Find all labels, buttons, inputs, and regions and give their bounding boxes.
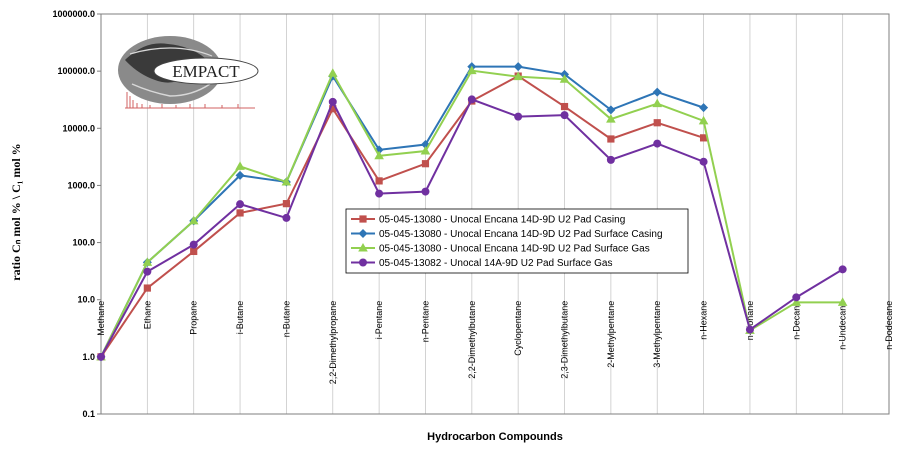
marker-triangle [467,65,477,75]
series-3 [96,65,848,361]
marker-circle [838,265,847,274]
logo-text: EMPACT [172,62,240,81]
marker-triangle [420,146,431,155]
x-tick-label: n-Nonane [745,301,755,341]
marker-circle [97,352,105,361]
plot-area [100,13,890,415]
marker-diamond [358,229,368,238]
x-tick-label: Cyclopentane [513,301,523,356]
x-tick-label: n-Butane [281,301,291,338]
x-tick-label: n-Decane [791,301,801,340]
x-tick-label: Methane [96,301,106,336]
marker-square [560,102,569,111]
marker-triangle [606,114,616,123]
marker-square [359,215,367,223]
x-axis-title: Hydrocarbon Compounds [427,431,563,443]
marker-triangle [235,161,245,170]
y-axis: 0.1 1.0 10.0 100.0 1000.0 10000.0 100000.0 1000… [52,9,101,419]
legend-box [345,208,689,274]
x-axis: Methane Ethane Propane i-Butane n-Butane 2,2-… [96,301,894,385]
marker-square [236,209,244,217]
marker-circle [282,213,291,222]
marker-triangle [791,297,802,306]
marker-circle [143,267,152,276]
series-layer [96,62,848,362]
marker-circle [606,155,615,164]
x-tick-label: n-Undecane [838,301,848,350]
marker-square [329,105,337,113]
marker-circle [745,325,754,334]
x-tick-label: n-Dodecane [884,301,894,350]
marker-triangle [698,115,709,125]
marker-square [375,177,383,185]
marker-triangle [142,257,153,266]
x-tick-label: n-Pentane [420,301,430,343]
marker-circle [189,240,198,249]
legend: 05-045-13080 - Unocal Encana 14D-9D U2 P… [345,208,689,274]
y-tick-label: 0.1 [82,409,95,419]
x-tick-label: n-Hexane [699,301,709,340]
empact-logo: EMPACT [118,36,259,109]
y-tick-label: 100.0 [72,238,95,248]
y-tick-label: 1000.0 [67,180,95,190]
marker-square [190,247,198,256]
marker-circle [328,97,337,106]
legend-label: 05-045-13080 - Unocal Encana 14D-9D U2 P… [379,229,663,240]
marker-circle [699,157,708,166]
marker-diamond [235,170,245,180]
marker-triangle [358,243,368,252]
marker-triangle [837,297,848,306]
marker-triangle [327,68,338,77]
marker-circle [653,139,662,148]
y-tick-label: 1.0 [82,352,95,362]
series-line [100,74,704,358]
marker-circle [467,95,476,104]
marker-square [607,135,615,143]
marker-circle [375,189,384,198]
marker-square [699,134,708,142]
x-tick-label: Propane [189,301,199,335]
marker-triangle [188,215,199,225]
marker-circle [514,112,523,121]
x-tick-label: 2-Methylpentane [606,301,616,368]
marker-square [143,284,151,292]
marker-circle [421,187,430,196]
marker-triangle [281,176,292,186]
marker-diamond [652,87,662,97]
marker-circle [359,258,367,267]
marker-diamond [606,105,616,115]
x-tick-label: 2,3-Dimethylbutane [560,301,570,379]
series-4 [97,95,847,361]
x-tick-label: 3-Methylpentane [652,301,662,368]
x-tick-label: Ethane [142,301,152,330]
marker-circle [792,293,801,302]
marker-circle [236,200,245,209]
x-tick-label: i-Pentane [374,301,384,340]
x-tick-label: 2,2-Dimethylbutane [467,301,477,379]
marker-square [282,200,291,208]
x-tick-label: 2,2-Dimethylpropane [328,301,338,385]
y-tick-label: 1000000.0 [52,9,95,19]
legend-label: 05-045-13080 - Unocal Encana 14D-9D U2 P… [379,215,625,226]
logo-banner [153,57,259,85]
legend-label: 05-045-13080 - Unocal Encana 14D-9D U2 P… [379,244,650,255]
y-tick-label: 10000.0 [62,123,95,133]
marker-circle [560,111,569,120]
marker-triangle [374,150,384,160]
y-tick-label: 100000.0 [57,66,95,76]
y-tick-label: 10.0 [77,295,95,305]
marker-triangle [652,98,663,108]
x-tick-label: i-Butane [235,301,245,335]
marker-diamond [699,103,709,113]
marker-square [653,119,661,127]
legend-label: 05-045-13082 - Unocal 14A-9D U2 Pad Surf… [379,258,612,269]
marker-square [421,160,430,168]
logo-spectrum [125,92,255,109]
y-axis-title: ratio Cₙ mol % \ C₁ mol % [9,143,23,280]
marker-diamond [513,62,523,72]
marker-triangle [559,74,570,83]
marker-triangle [513,71,523,81]
